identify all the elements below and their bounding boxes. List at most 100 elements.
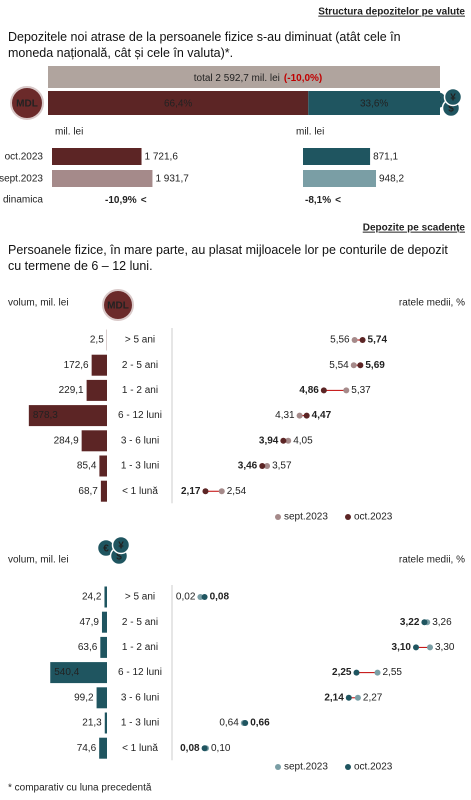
mdl-icon-text: MDL [16,99,38,110]
unit-label: mil. lei [296,127,324,138]
volume-bar [101,611,107,633]
rate-label-sept: 5,54 [329,360,349,371]
compare-label: 1 721,6 [145,152,179,163]
rate-label-sept: 2,27 [363,692,383,703]
volume-bar [104,586,107,608]
rate-label-oct: 3,94 [259,435,279,446]
volume-label: 21,3 [82,718,102,729]
rate-dot-sept [350,362,357,369]
legend-label: sept.2023 [284,512,328,523]
category-label: 3 - 6 luni [121,692,159,703]
rate-dot-oct [421,619,428,626]
rate-dot-sept [427,644,433,651]
rate-dot-oct [345,694,352,701]
rate-dot-sept [197,594,204,600]
volume-axis-label: volum, mil. lei [8,555,69,566]
volume-label: 47,9 [80,617,100,628]
category-label: > 5 ani [125,592,155,603]
rate-dot-oct [201,594,208,600]
volume-label: 68,7 [78,486,98,497]
volume-label: 172,6 [64,360,89,371]
volume-bar [96,687,107,709]
intro-text: Depozitele noi atrase de la persoanele f… [8,30,401,60]
volume-bar [91,354,107,376]
compare-bar [303,170,377,187]
legend-dot [345,514,351,520]
rate-dot-oct [413,644,419,651]
category-label: 1 - 2 ani [122,385,158,396]
share-bar [308,91,440,115]
rate-label-oct: 5,69 [365,360,385,371]
fx-icon-text: € [103,544,109,555]
volume-axis-label: volum, mil. lei [8,298,69,309]
rate-label-oct: 2,14 [324,692,344,703]
rate-label-sept: 5,37 [351,385,371,396]
legend-dot [275,514,281,520]
change-label: -8,1% < [305,195,341,206]
compare-bar [303,148,371,165]
rate-label-oct: 0,08 [180,743,200,754]
category-label: < 1 lună [122,486,158,497]
total-text: total 2 592,7 mil. lei [194,73,280,84]
volume-label: 540,4 [54,667,79,678]
legend-label: sept.2023 [284,762,328,773]
rate-label-oct: 3,22 [400,617,420,628]
footnote: * comparativ cu luna precedentă [8,783,152,794]
change-value: -10,9% [105,195,137,206]
volume-bar [100,636,107,658]
volume-label: 99,2 [74,692,94,703]
volume-label: 74,6 [77,743,97,754]
section-text: Persoanele fizice, în mare parte, au pla… [8,243,448,273]
volume-label: 24,2 [82,592,102,603]
change-arrow: < [141,195,147,206]
mdl-icon [102,289,134,321]
rate-label-sept: 4,31 [275,410,295,421]
rate-label-oct: 0,08 [210,592,230,603]
share-bar [48,91,309,115]
rate-dot-sept [354,694,361,701]
rate-label-oct: 3,46 [238,461,258,472]
fx-icon-text: ¥ [118,541,124,552]
title: Structura depozitelor pe valute [318,7,465,18]
category-label: 3 - 6 luni [121,435,159,446]
volume-label: 229,1 [59,385,84,396]
rate-label-oct: 3,10 [392,642,412,653]
rate-dot-sept [296,412,303,419]
category-label: 2 - 5 ani [122,360,158,371]
rate-dot-oct [320,387,327,394]
volume-bar [99,455,107,477]
rate-axis-label: ratele medii, % [399,555,465,566]
compare-bar [52,148,142,165]
section-title: Depozite pe scadențe [363,223,466,234]
rate-dot-oct [202,488,209,495]
category-label: 1 - 3 luni [121,461,159,472]
total-label: total 2 592,7 mil. lei (-10,0%) [194,73,323,84]
volume-bar [99,737,107,759]
volume-label: 63,6 [78,642,98,653]
rate-dot-oct [242,720,249,726]
volume-bar [86,379,107,401]
volume-bar [81,430,107,452]
category-label: < 1 lună [122,743,158,754]
category-label: 2 - 5 ani [122,617,158,628]
rate-label-sept: 3,57 [272,461,292,472]
fx-icon-text: ¥ [450,93,456,104]
rate-dot-sept [264,463,271,469]
rate-label-oct: 4,47 [312,410,332,421]
fx-icon [443,87,463,107]
rate-label-sept: 0,02 [176,592,196,603]
fx-icon-text: $ [116,552,122,563]
compare-label: 871,1 [373,152,398,163]
rate-label-sept: 0,64 [219,718,239,729]
compare-label: 1 931,7 [155,174,189,185]
rate-dot-oct [201,745,208,752]
legend-dot [275,764,281,770]
volume-bar [50,662,107,684]
mdl-icon-text: MDL [107,301,129,312]
rate-dot-sept [374,669,381,676]
volume-label: 85,4 [77,461,97,472]
row-label: oct.2023 [5,152,44,163]
rate-label-sept: 2,54 [227,486,247,497]
rate-dot-sept [351,337,358,343]
